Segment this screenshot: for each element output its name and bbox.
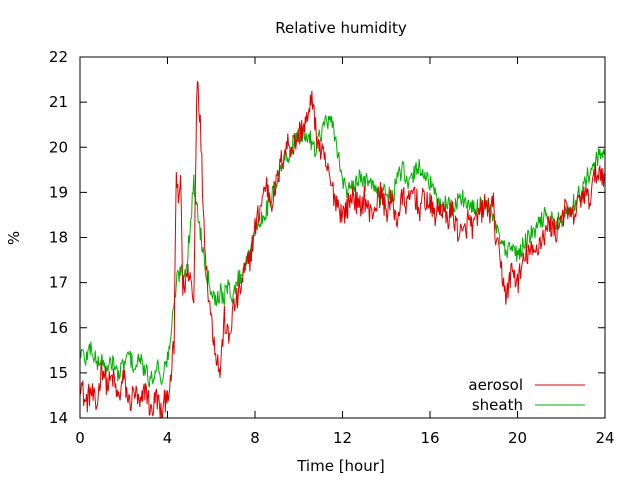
x-tick-label: 4 [163, 429, 173, 447]
series-lines [79, 80, 606, 419]
series-line-sheath [79, 115, 606, 388]
y-tick-label: 20 [49, 138, 68, 156]
y-tick-label: 19 [49, 183, 68, 201]
x-axis-label: Time [hour] [296, 457, 385, 475]
x-tick-label: 0 [75, 429, 85, 447]
x-tick-label: 16 [420, 429, 439, 447]
plot-frame [79, 56, 606, 419]
legend-label-aerosol: aerosol [468, 376, 523, 394]
x-tick-label: 8 [250, 429, 260, 447]
legend: aerosol sheath [468, 376, 585, 414]
x-tick-label: 12 [333, 429, 352, 447]
series-line-aerosol [79, 80, 606, 419]
y-tick-label: 14 [49, 409, 68, 427]
axis-ticks: 0 4 8 12 16 20 24 14 15 16 17 18 19 20 21 22 [49, 48, 615, 447]
chart-title: Relative humidity [275, 19, 407, 37]
y-tick-label: 21 [49, 93, 68, 111]
y-axis-label: % [5, 231, 23, 245]
y-tick-label: 15 [49, 364, 68, 382]
y-tick-label: 22 [49, 48, 68, 66]
y-tick-label: 18 [49, 229, 68, 247]
y-tick-label: 16 [49, 319, 68, 337]
x-tick-label: 20 [508, 429, 527, 447]
y-tick-label: 17 [49, 274, 68, 292]
x-tick-label: 24 [595, 429, 614, 447]
legend-label-sheath: sheath [472, 396, 523, 414]
